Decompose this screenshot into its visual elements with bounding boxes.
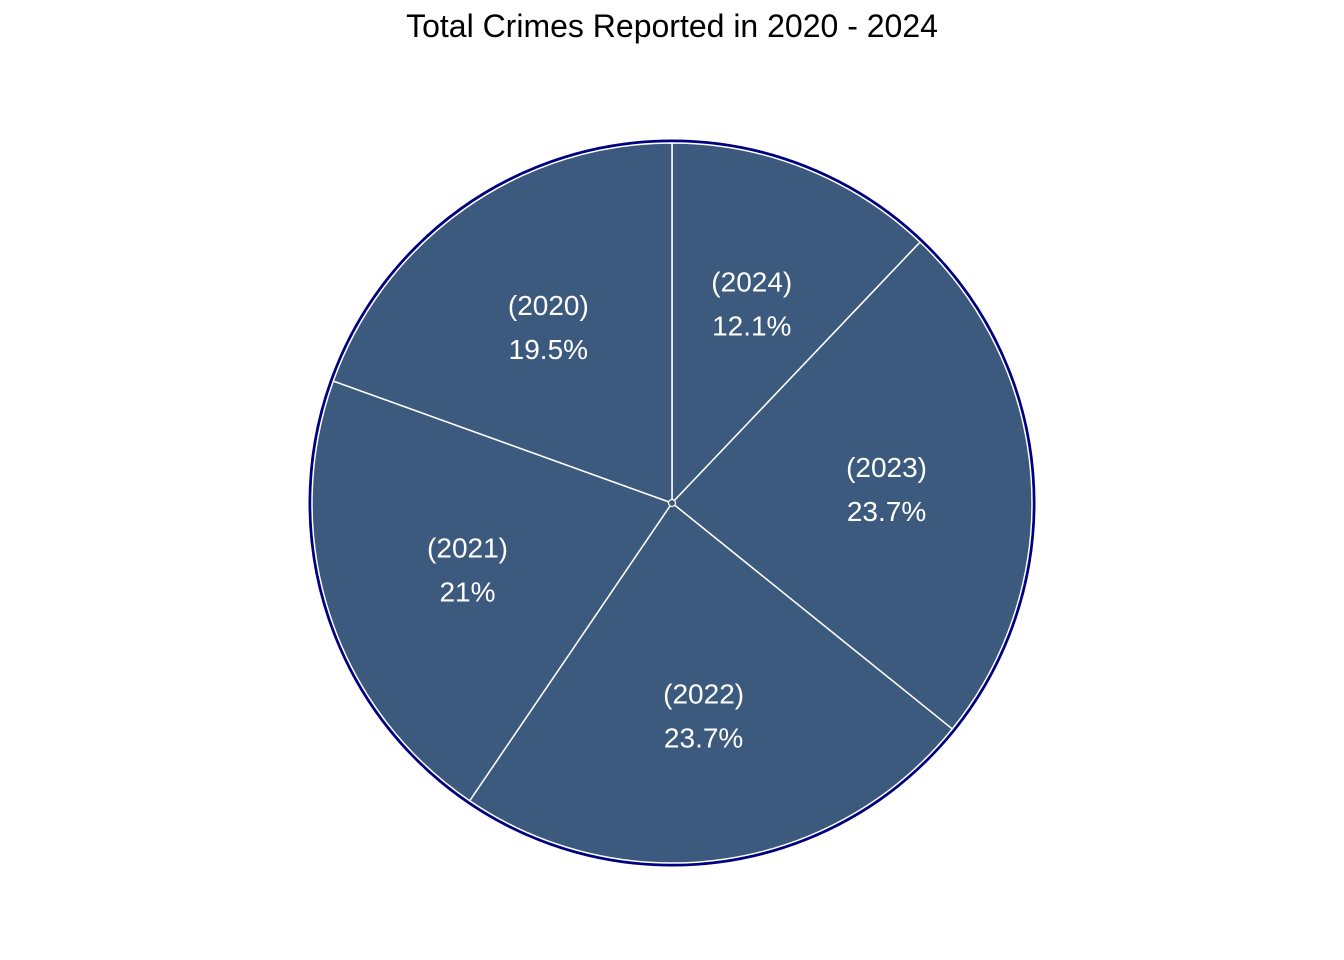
slice-percent-2021: 21%: [439, 576, 495, 607]
pie-labels: (2024) 12.1% (2023) 23.7% (2022) 23.7% (2021) 2…: [427, 266, 927, 753]
slice-label-2022: (2022): [663, 679, 744, 710]
pie-slices: [311, 142, 1033, 864]
pie-slice-2023: [670, 241, 1033, 731]
slice-percent-2020: 19.5%: [509, 334, 588, 365]
slice-percent-2022: 23.7%: [664, 723, 743, 754]
pie-slice-2022: [468, 501, 954, 864]
slice-label-2023: (2023): [846, 452, 927, 483]
pie-slice-2020: [332, 142, 673, 505]
pie-slice-2021: [311, 380, 674, 802]
pie-outline: [308, 139, 1036, 867]
pie-slice-2024: [671, 142, 922, 505]
slice-label-2021: (2021): [427, 532, 508, 563]
slice-label-2020: (2020): [508, 290, 589, 321]
pie-center: [667, 498, 677, 508]
chart-title: Total Crimes Reported in 2020 - 2024: [406, 8, 938, 44]
slice-percent-2024: 12.1%: [712, 310, 791, 341]
slice-percent-2023: 23.7%: [847, 496, 926, 527]
slice-label-2024: (2024): [711, 266, 792, 297]
